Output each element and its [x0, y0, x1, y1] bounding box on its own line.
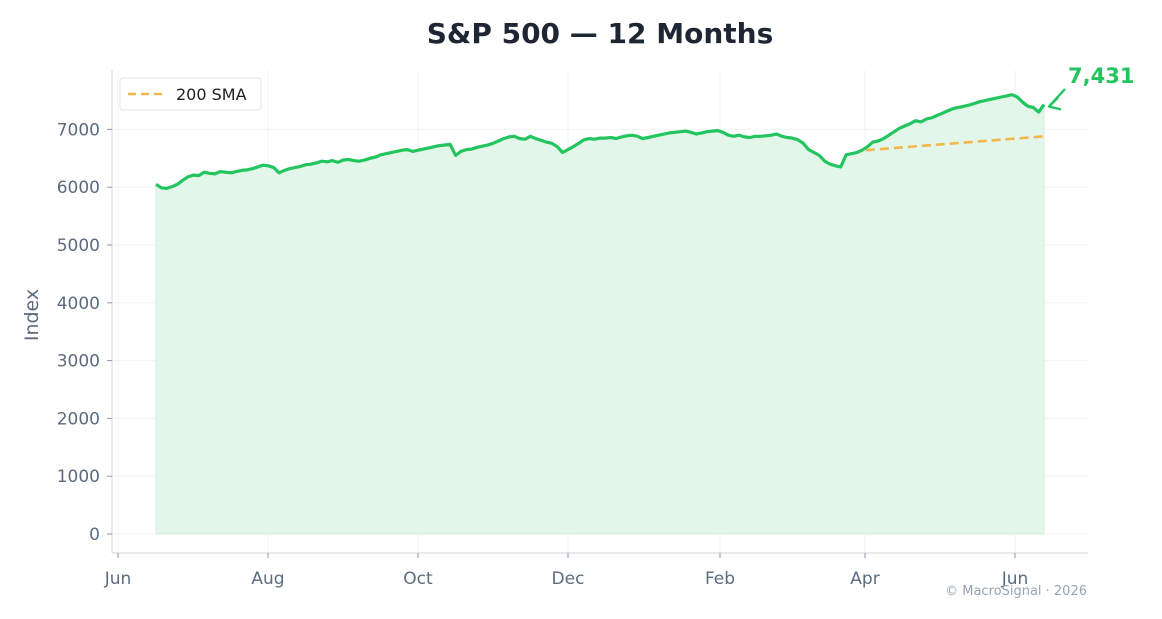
annotation-arrow-head — [1047, 96, 1062, 111]
x-tick-label: Apr — [850, 569, 879, 589]
y-tick-label: 6000 — [57, 178, 100, 198]
chart-title: S&P 500 — 12 Months — [427, 17, 774, 50]
y-tick-label: 2000 — [57, 409, 100, 429]
x-tick-label: Oct — [403, 569, 433, 589]
x-tick-label: Feb — [705, 569, 735, 589]
series-fill — [155, 94, 1045, 535]
y-tick-label: 5000 — [57, 236, 100, 256]
series-line-sp500 — [155, 93, 1046, 190]
legend-box — [119, 77, 262, 111]
legend: 200 SMA — [119, 77, 262, 111]
y-axis-label: Index — [21, 289, 43, 341]
x-tick-label: Aug — [251, 569, 284, 589]
legend-label-200-sma: 200 SMA — [176, 85, 247, 104]
y-axis: 0 1000 2000 3000 4000 5000 6000 7000 — [57, 120, 112, 545]
series-area — [155, 94, 1045, 535]
y-tick-label: 4000 — [57, 294, 100, 314]
y-tick-label: 3000 — [57, 352, 100, 372]
credit-text: © MacroSignal · 2026 — [945, 584, 1087, 599]
series-line-200-sma — [865, 135, 1045, 152]
y-tick-label: 7000 — [57, 120, 100, 140]
x-tick-label: Dec — [552, 569, 585, 589]
x-tick-label: Jun — [1001, 569, 1029, 589]
annotation-label: 7,431 — [1068, 64, 1134, 88]
series-lines — [155, 93, 1046, 190]
axes — [111, 70, 1088, 554]
x-axis: Jun Aug Oct Dec Feb Apr Jun — [104, 553, 1029, 589]
y-tick-label: 1000 — [57, 467, 100, 487]
y-tick-label: 0 — [89, 525, 100, 545]
annotation: 7,431 — [1047, 64, 1134, 111]
x-tick-label: Jun — [104, 569, 132, 589]
